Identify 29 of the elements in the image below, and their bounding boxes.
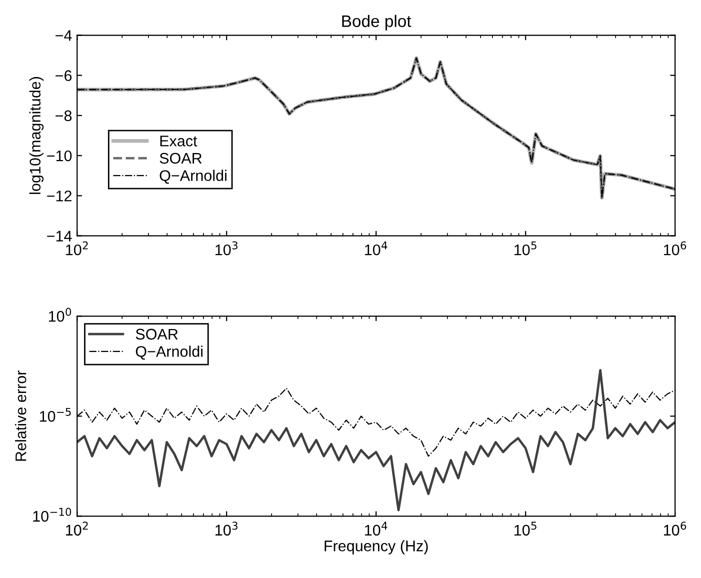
x-tick-label: 10$^{6}$: [664, 522, 686, 536]
chart-title: Bode plot: [342, 14, 412, 30]
y-tick-label: 10$^{−10}$: [33, 508, 72, 522]
x-tick-label: 10$^{3}$: [216, 241, 238, 256]
x-tick-label: 10$^{4}$: [365, 522, 388, 536]
x-tick-label: 10$^{6}$: [664, 241, 686, 256]
y-tick-label: −12: [47, 190, 72, 202]
x-tick-label: 10$^{5}$: [514, 241, 536, 256]
legend-label: SOAR: [136, 328, 178, 340]
x-tick-label: 10$^{2}$: [66, 241, 88, 256]
x-tick-label: 10$^{3}$: [216, 522, 238, 536]
y-tick-label: −14: [47, 230, 72, 242]
x-tick-label: 10$^{5}$: [514, 522, 536, 536]
y-axis-title: Relative error: [15, 370, 26, 461]
y-tick-label: 10$^{−5}$: [40, 408, 71, 422]
y-tick-label: −4: [56, 30, 72, 41]
y-tick-label: −10: [47, 150, 72, 162]
y-tick-label: −6: [56, 70, 72, 82]
legend-label: Q−Arnoldi: [160, 170, 226, 184]
legend-label: SOAR: [160, 152, 202, 164]
legend-label: Exact: [160, 136, 198, 146]
x-tick-label: 10$^{2}$: [66, 522, 88, 536]
x-tick-label: 10$^{4}$: [365, 241, 388, 256]
y-tick-label: −8: [56, 110, 72, 122]
y-tick-label: 10$^{0}$: [48, 308, 72, 322]
legend-label: Q−Arnoldi: [136, 346, 202, 360]
line-series: [77, 368, 676, 512]
y-axis-title: log10(magnitude): [29, 77, 44, 194]
x-axis-title: Frequency (Hz): [324, 540, 428, 554]
